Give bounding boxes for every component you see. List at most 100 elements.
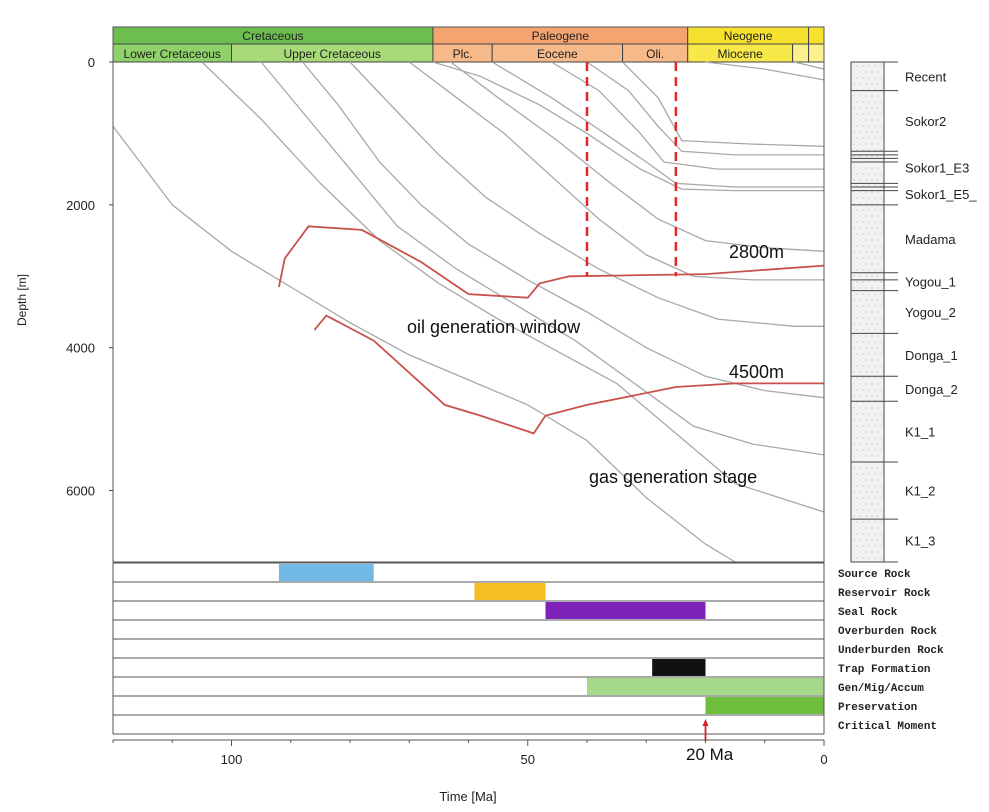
stratigraphy-texture-dot: [853, 479, 855, 481]
formation-label-sokor2: Sokor2: [905, 114, 946, 129]
epoch-label-miocene: Miocene: [717, 47, 763, 61]
stratigraphy-texture-dot: [868, 497, 870, 499]
stratigraphy-texture-dot: [859, 275, 861, 277]
stratigraphy-texture-dot: [871, 479, 873, 481]
stratigraphy-texture-dot: [859, 551, 861, 553]
stratigraphy-texture-dot: [853, 335, 855, 337]
stratigraphy-texture-dot: [865, 443, 867, 445]
stratigraphy-texture-dot: [868, 389, 870, 391]
stratigraphy-texture-dot: [874, 197, 876, 199]
stratigraphy-texture-dot: [853, 359, 855, 361]
stratigraphy-texture-dot: [856, 353, 858, 355]
stratigraphy-texture-dot: [877, 383, 879, 385]
stratigraphy-texture-dot: [865, 407, 867, 409]
stratigraphy-texture-dot: [877, 191, 879, 193]
stratigraphy-texture-dot: [862, 353, 864, 355]
stratigraphy-texture-dot: [877, 371, 879, 373]
event-bar-source-rock: [278, 564, 374, 581]
stratigraphy-texture-dot: [865, 347, 867, 349]
stratigraphy-texture-dot: [853, 119, 855, 121]
stratigraphy-texture-dot: [865, 107, 867, 109]
y-axis-label: Depth [m]: [15, 274, 29, 326]
stratigraphy-texture-dot: [880, 449, 882, 451]
stratigraphy-texture-dot: [853, 431, 855, 433]
stratigraphy-texture-dot: [877, 119, 879, 121]
stratigraphy-texture-dot: [865, 527, 867, 529]
stratigraphy-texture-dot: [868, 521, 870, 523]
stratigraphy-texture-dot: [859, 539, 861, 541]
stratigraphy-texture-dot: [877, 275, 879, 277]
stratigraphy-texture-dot: [880, 77, 882, 79]
stratigraphy-texture-dot: [853, 167, 855, 169]
stratigraphy-texture-dot: [874, 101, 876, 103]
stratigraphy-texture-dot: [877, 359, 879, 361]
stratigraphy-texture-dot: [865, 431, 867, 433]
stratigraphy-texture-dot: [859, 359, 861, 361]
stratigraphy-texture-dot: [880, 281, 882, 283]
stratigraphy-texture-dot: [856, 545, 858, 547]
stratigraphy-texture-dot: [865, 299, 867, 301]
stratigraphy-texture-dot: [874, 389, 876, 391]
stratigraphy-texture-dot: [865, 83, 867, 85]
stratigraphy-texture-dot: [865, 275, 867, 277]
stratigraphy-texture-dot: [877, 515, 879, 517]
stratigraphy-texture-dot: [856, 149, 858, 151]
stratigraphy-texture-dot: [859, 299, 861, 301]
event-label-reservoir-rock: Reservoir Rock: [838, 588, 931, 600]
stratigraphy-texture-dot: [874, 437, 876, 439]
stratigraphy-texture-dot: [868, 365, 870, 367]
stratigraphy-texture-dot: [880, 413, 882, 415]
stratigraphy-texture-dot: [877, 443, 879, 445]
burial-curve-2: [201, 61, 825, 513]
burial-curve-7: [450, 61, 825, 252]
stratigraphy-texture-dot: [868, 113, 870, 115]
stratigraphy-texture-dot: [856, 77, 858, 79]
stratigraphy-texture-dot: [862, 521, 864, 523]
stratigraphy-texture-dot: [856, 485, 858, 487]
stratigraphy-texture-dot: [880, 221, 882, 223]
stratigraphy-texture-dot: [868, 281, 870, 283]
stratigraphy-texture-dot: [865, 323, 867, 325]
burial-curve-3: [260, 61, 825, 456]
epoch-label-upper-cretaceous: Upper Cretaceous: [284, 47, 381, 61]
stratigraphy-texture-dot: [868, 377, 870, 379]
stratigraphy-texture-dot: [859, 71, 861, 73]
stratigraphy-texture-dot: [856, 557, 858, 559]
stratigraphy-texture-dot: [865, 191, 867, 193]
stratigraphy-texture-dot: [865, 551, 867, 553]
stratigraphy-texture-dot: [865, 215, 867, 217]
stratigraphy-texture-dot: [868, 209, 870, 211]
stratigraphy-texture-dot: [880, 497, 882, 499]
stratigraphy-texture-dot: [856, 449, 858, 451]
stratigraphy-texture-dot: [859, 179, 861, 181]
event-label-overburden-rock: Overburden Rock: [838, 626, 937, 638]
stratigraphy-texture-dot: [865, 467, 867, 469]
stratigraphy-texture-dot: [856, 245, 858, 247]
stratigraphy-texture-dot: [874, 137, 876, 139]
stratigraphy-texture-dot: [880, 101, 882, 103]
stratigraphy-texture-dot: [865, 227, 867, 229]
stratigraphy-texture-dot: [868, 257, 870, 259]
stratigraphy-texture-dot: [871, 551, 873, 553]
stratigraphy-texture-dot: [859, 455, 861, 457]
stratigraphy-texture-dot: [877, 527, 879, 529]
stratigraphy-texture-dot: [874, 245, 876, 247]
stratigraphy-texture-dot: [853, 419, 855, 421]
stratigraphy-texture-dot: [856, 377, 858, 379]
stratigraphy-texture-dot: [859, 311, 861, 313]
stratigraphy-texture-dot: [853, 239, 855, 241]
stratigraphy-texture-dot: [856, 497, 858, 499]
stratigraphy-texture-dot: [859, 443, 861, 445]
stratigraphy-texture-dot: [862, 473, 864, 475]
formation-label-yogou-1: Yogou_1: [905, 275, 956, 290]
stratigraphy-texture-dot: [877, 227, 879, 229]
stratigraphy-texture-dot: [859, 335, 861, 337]
stratigraphy-texture-dot: [862, 197, 864, 199]
formation-label-sokor1-e3: Sokor1_E3: [905, 160, 969, 175]
stratigraphy-texture-dot: [871, 143, 873, 145]
stratigraphy-texture-dot: [865, 479, 867, 481]
stratigraphy-texture-dot: [853, 527, 855, 529]
period-label-cretaceous: Cretaceous: [242, 29, 303, 43]
stratigraphy-texture-dot: [865, 311, 867, 313]
stratigraphy-texture-dot: [880, 137, 882, 139]
